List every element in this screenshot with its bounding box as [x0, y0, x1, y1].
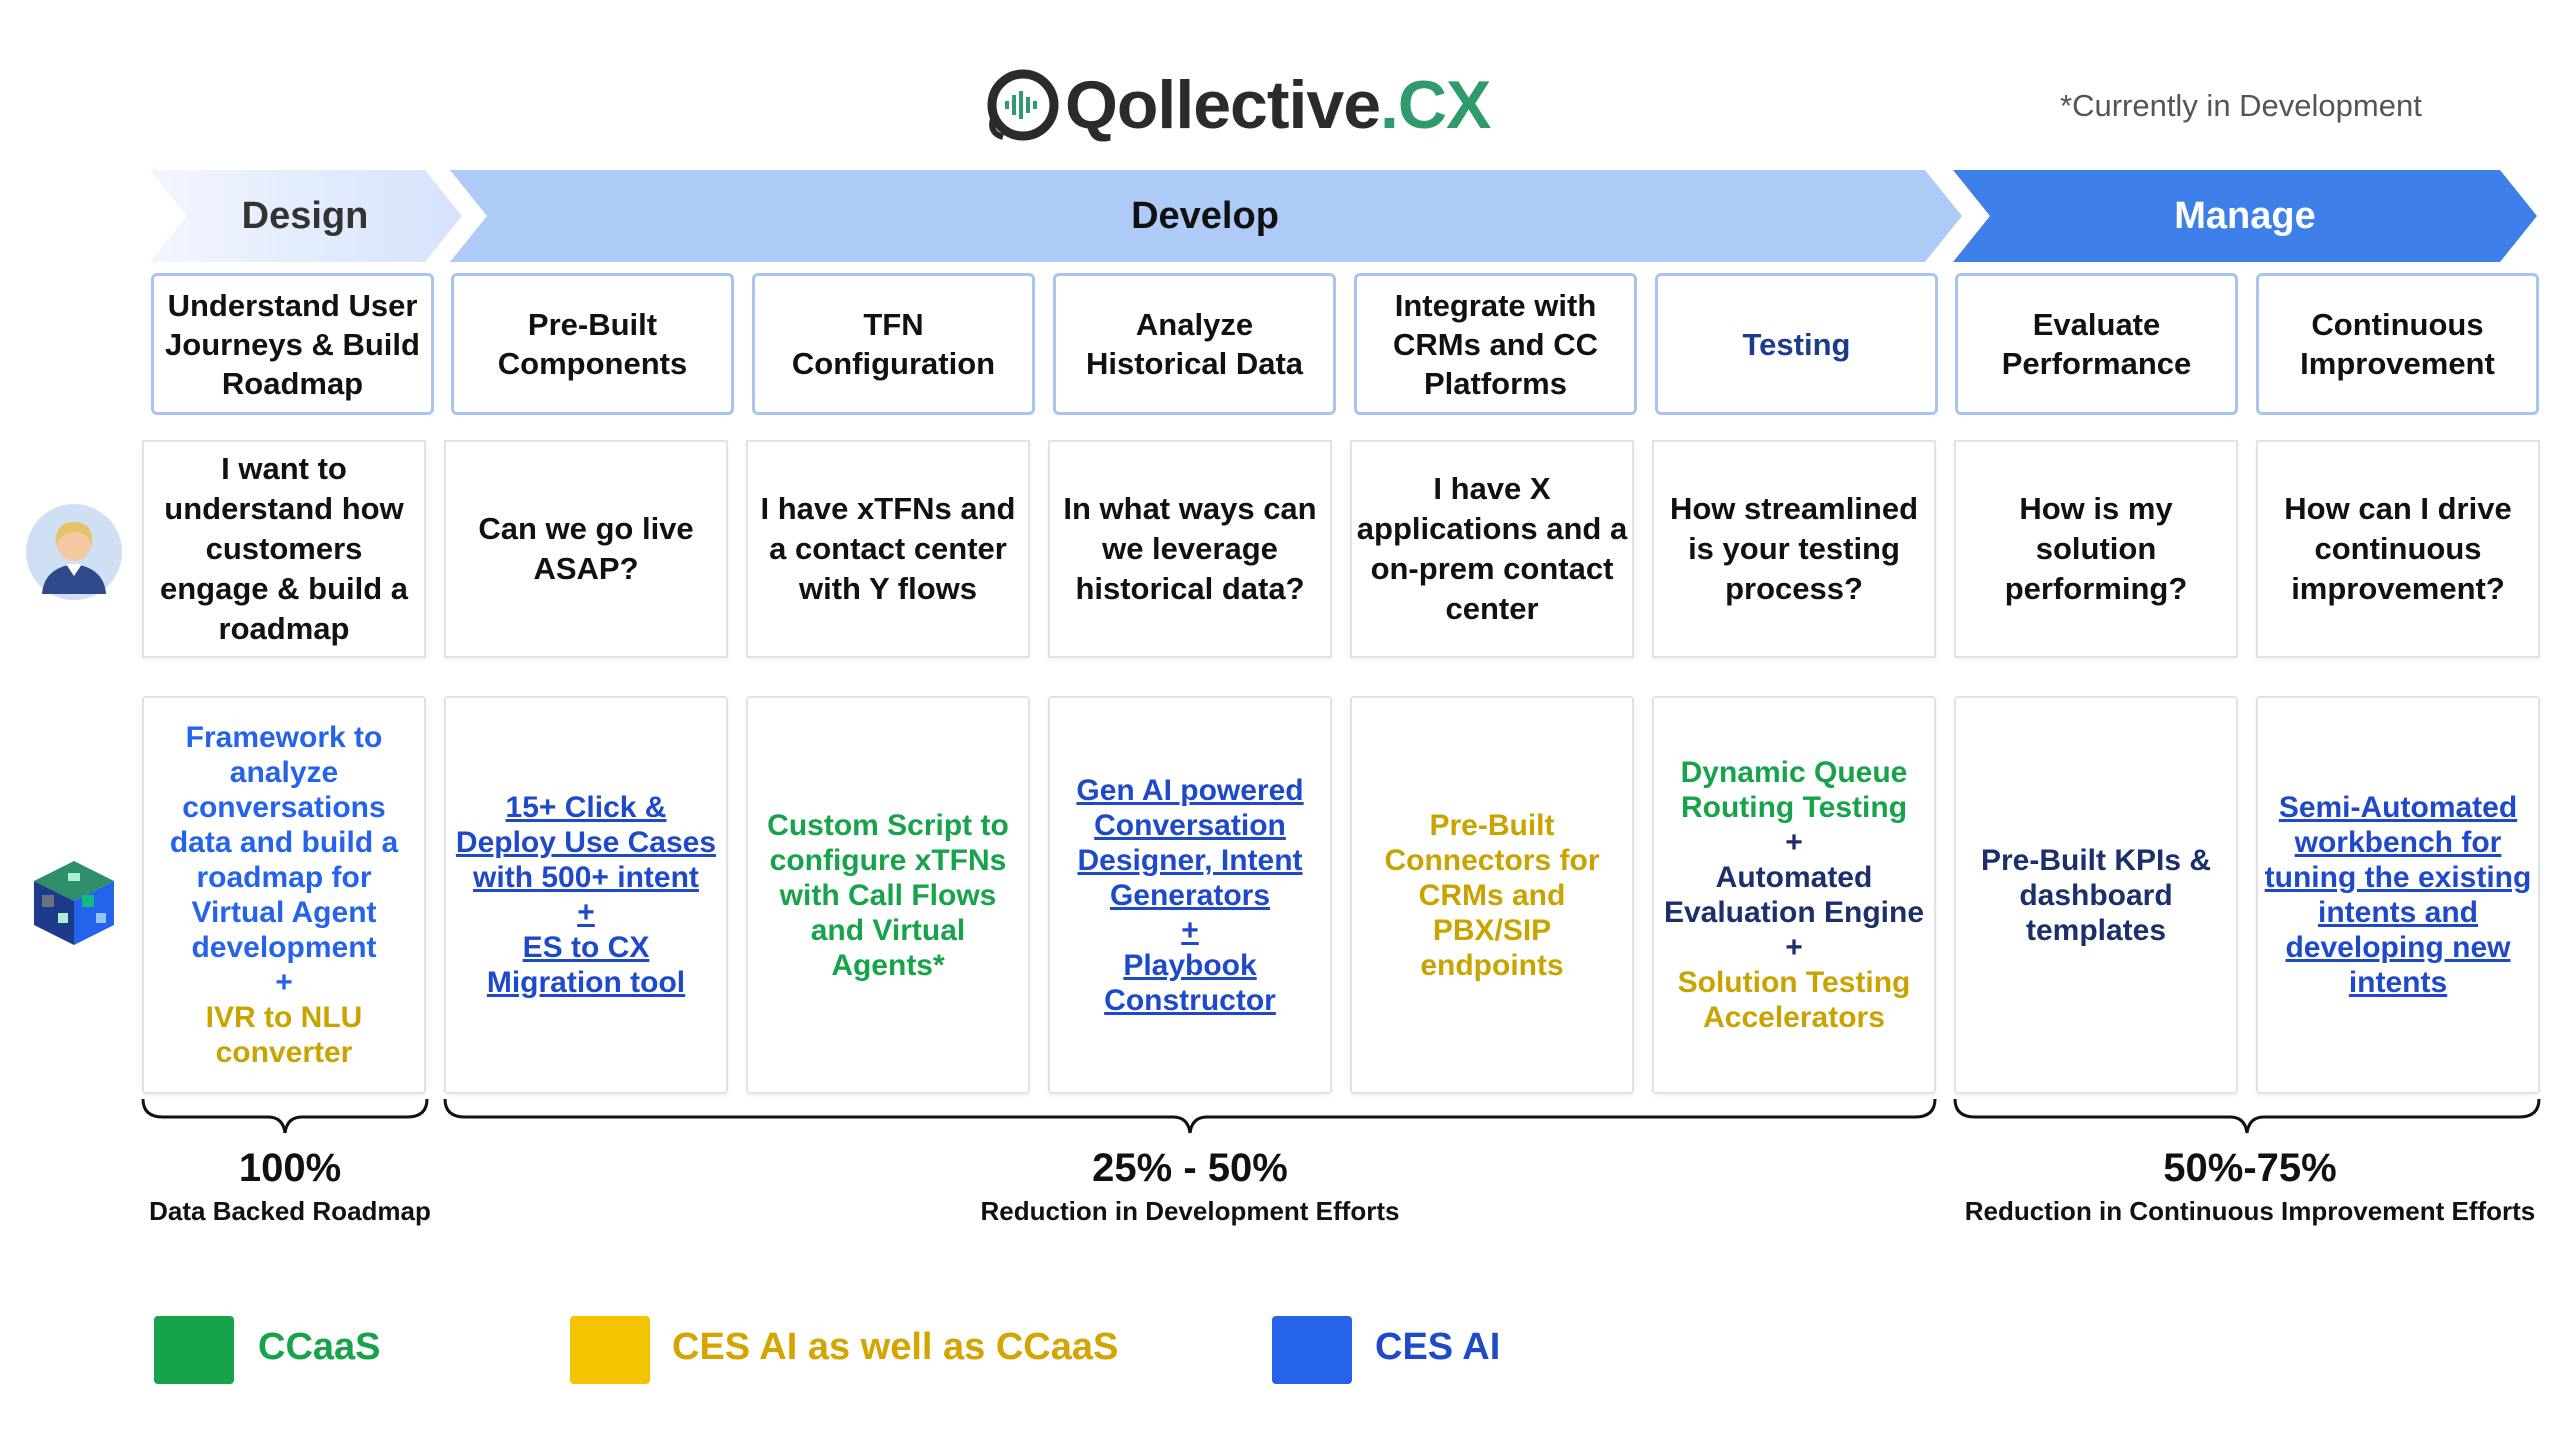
- solution-1-framework: Framework to analyze conversations data …: [169, 721, 399, 964]
- question-card-2: Can we go live ASAP?: [444, 440, 728, 658]
- stat-design-value: 100%: [238, 1145, 342, 1190]
- solution-4-playbook-constructor-link[interactable]: Playbook Constructor: [1104, 948, 1276, 1017]
- solution-6-plus-2: +: [1785, 931, 1803, 964]
- brace-design: [141, 1098, 429, 1134]
- solution-card-4: Gen AI powered Conversation Designer, In…: [1048, 696, 1332, 1094]
- solution-6-queue-routing: Dynamic Queue Routing Testing: [1680, 756, 1908, 824]
- stat-manage-desc: Reduction in Continuous Improvement Effo…: [1964, 1195, 2536, 1226]
- solution-2-migration-tool-link[interactable]: ES to CX Migration tool: [486, 931, 686, 999]
- question-card-6: How streamlined is your testing process?: [1652, 440, 1936, 658]
- solution-6-testing-accelerators: Solution Testing Accelerators: [1677, 966, 1911, 1034]
- phase-design-arrow: [150, 170, 462, 262]
- solution-card-3: Custom Script to configure xTFNs with Ca…: [746, 696, 1030, 1094]
- phase-develop-label: Develop: [1131, 194, 1279, 237]
- step-header-historical-data: Analyze Historical Data: [1053, 273, 1336, 415]
- legend-label-ces-ai-ccaas: CES AI as well as CCaaS: [672, 1326, 1119, 1368]
- solution-8-workbench-link[interactable]: Semi-Automated workbench for tuning the …: [2264, 791, 2532, 999]
- phase-manage-label: Manage: [2174, 194, 2316, 237]
- question-card-1: I want to understand how customers engag…: [142, 440, 426, 658]
- solution-3-custom-script: Custom Script to configure xTFNs with Ca…: [767, 808, 1009, 982]
- solution-6-evaluation-engine: Automated Evaluation Engine: [1663, 861, 1925, 929]
- solution-card-7: Pre-Built KPIs & dashboard templates: [1954, 696, 2238, 1094]
- step-header-user-journeys: Understand User Journeys & Build Roadmap: [151, 273, 434, 415]
- solution-6-plus-1: +: [1785, 826, 1803, 859]
- development-note: *Currently in Development: [2060, 88, 2422, 123]
- step-header-evaluate-performance: Evaluate Performance: [1955, 273, 2238, 415]
- step-header-continuous-improvement: Continuous Improvement: [2256, 273, 2539, 415]
- logo-text: Qollective.CX: [1065, 67, 1491, 143]
- solution-1-plus: +: [275, 966, 293, 999]
- stat-develop-desc: Reduction in Development Efforts: [980, 1195, 1400, 1226]
- logo-headset-icon: [987, 69, 1059, 141]
- solution-card-5: Pre-Built Connectors for CRMs and PBX/SI…: [1350, 696, 1634, 1094]
- brace-manage: [1953, 1098, 2541, 1134]
- step-header-integrate-crms: Integrate with CRMs and CC Platforms: [1354, 273, 1637, 415]
- phase-banner: [150, 170, 2537, 262]
- legend-label-ccaas: CCaaS: [258, 1326, 381, 1368]
- phase-develop-arrow: [450, 170, 1962, 262]
- solution-4-plus: +: [1181, 913, 1199, 947]
- solution-2-plus: +: [577, 896, 595, 929]
- solution-card-2: 15+ Click & Deploy Use Cases with 500+ i…: [444, 696, 728, 1094]
- question-card-8: How can I drive continuous improvement?: [2256, 440, 2540, 658]
- legend-swatch-ccaas: [154, 1316, 234, 1384]
- step-header-testing: Testing: [1655, 273, 1938, 415]
- impact-braces: [141, 1098, 2541, 1134]
- question-card-5: I have X applications and a on-prem cont…: [1350, 440, 1634, 658]
- phase-design-label: Design: [241, 194, 369, 237]
- user-avatar-icon: [26, 504, 122, 600]
- solution-4-conversation-designer-link[interactable]: Gen AI powered Conversation Designer, In…: [1076, 773, 1304, 912]
- solution-2-use-cases-link[interactable]: 15+ Click & Deploy Use Cases with 500+ i…: [455, 791, 717, 894]
- logo: Qollective.CX: [985, 55, 1491, 155]
- solution-1-ivr-converter: IVR to NLU converter: [205, 1001, 363, 1069]
- legend-swatch-ces-ai-ccaas: [570, 1316, 650, 1384]
- question-card-7: How is my solution performing?: [1954, 440, 2238, 658]
- solution-5-connectors: Pre-Built Connectors for CRMs and PBX/SI…: [1384, 808, 1600, 982]
- legend-swatch-ces-ai: [1272, 1316, 1352, 1384]
- solution-card-6: Dynamic Queue Routing Testing + Automate…: [1652, 696, 1936, 1094]
- question-card-4: In what ways can we leverage historical …: [1048, 440, 1332, 658]
- cube-icon: [34, 861, 114, 945]
- step-header-tfn-configuration: TFN Configuration: [752, 273, 1035, 415]
- brace-develop: [443, 1098, 1937, 1134]
- stat-develop-value: 25% - 50%: [1092, 1145, 1288, 1190]
- solution-7-kpis: Pre-Built KPIs & dashboard templates: [1980, 843, 2212, 947]
- phase-manage-arrow: [1953, 170, 2537, 262]
- legend-label-ces-ai: CES AI: [1375, 1326, 1501, 1368]
- stat-manage-value: 50%-75%: [2163, 1145, 2337, 1190]
- question-card-3: I have xTFNs and a contact center with Y…: [746, 440, 1030, 658]
- stat-design-desc: Data Backed Roadmap: [149, 1195, 431, 1226]
- solution-card-1: Framework to analyze conversations data …: [142, 696, 426, 1094]
- step-header-prebuilt-components: Pre-Built Components: [451, 273, 734, 415]
- solution-card-8: Semi-Automated workbench for tuning the …: [2256, 696, 2540, 1094]
